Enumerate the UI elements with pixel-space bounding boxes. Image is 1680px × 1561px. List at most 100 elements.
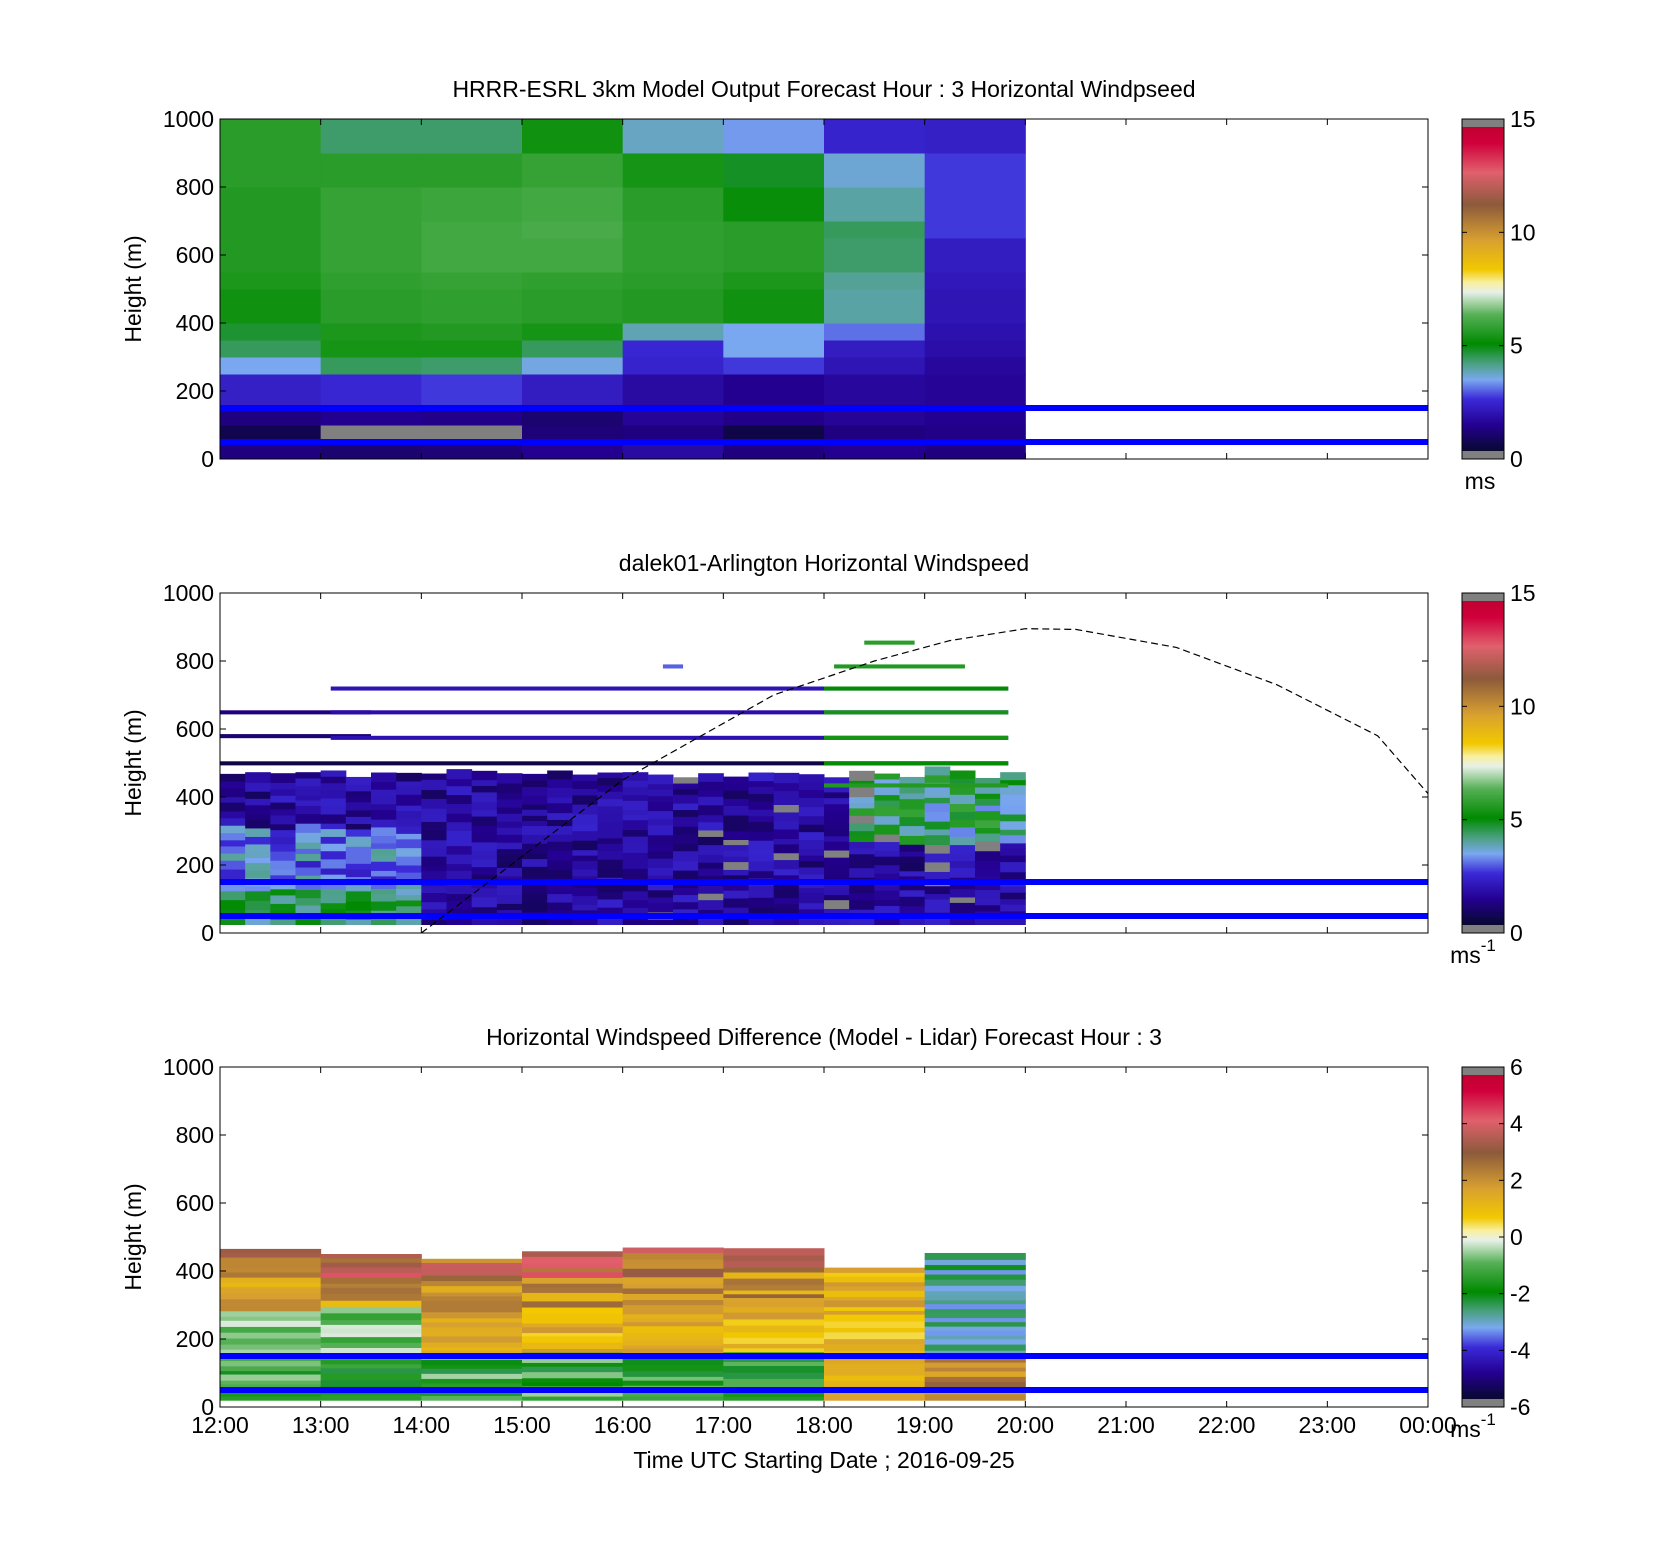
- heatmap-cell: [220, 187, 322, 222]
- heatmap-cell: [773, 852, 800, 861]
- heatmap-cell: [1000, 904, 1026, 912]
- heatmap-cell: [522, 323, 624, 341]
- heatmap-cell: [522, 852, 548, 860]
- heatmap-cell: [924, 1312, 1026, 1319]
- heatmap-cell: [270, 802, 296, 810]
- heatmap-cell: [949, 896, 976, 903]
- heatmap-cell: [849, 860, 875, 869]
- heatmap-cell: [622, 272, 724, 290]
- heatmap-cell: [849, 848, 875, 855]
- heatmap-cell: [295, 785, 322, 796]
- heatmap-cell: [320, 1277, 422, 1284]
- heatmap-cell: [824, 899, 850, 910]
- heatmap-cell: [421, 1285, 523, 1293]
- heatmap-cell: [622, 1259, 724, 1265]
- heatmap-cell: [547, 812, 573, 820]
- heatmap-cell: [522, 901, 548, 912]
- heatmap-cell: [547, 778, 573, 788]
- heatmap-cell: [824, 1343, 926, 1351]
- heatmap-cell: [874, 856, 900, 866]
- heatmap-cell: [849, 883, 875, 894]
- heatmap-cell: [673, 894, 699, 903]
- heatmap-cell: [396, 781, 422, 787]
- heatmap-cell: [220, 802, 246, 812]
- heatmap-cell: [220, 1332, 322, 1339]
- heatmap-cell: [748, 780, 775, 787]
- heatmap-cell: [647, 834, 674, 846]
- heatmap-cell: [622, 1395, 724, 1401]
- heatmap-cell: [748, 890, 775, 898]
- heatmap-cell: [647, 844, 674, 852]
- heatmap-cell: [622, 829, 649, 837]
- heatmap-cell: [824, 289, 926, 324]
- heatmap-cell: [597, 907, 624, 916]
- heatmap-cell: [522, 804, 548, 810]
- heatmap-cell: [723, 798, 749, 806]
- heatmap-cell: [1000, 834, 1026, 844]
- heatmap-cell: [1000, 898, 1026, 905]
- heatmap-cell: [673, 809, 699, 817]
- heatmap-cell: [371, 861, 397, 871]
- heatmap-cell: [522, 1317, 624, 1324]
- heatmap-cell: [220, 1380, 322, 1385]
- heatmap-cell: [522, 1283, 624, 1288]
- heatmap-cell: [496, 915, 523, 925]
- heatmap-cell: [446, 900, 473, 910]
- heatmap-cell: [824, 1306, 926, 1311]
- heatmap-cell: [345, 901, 372, 911]
- heatmap-cell: [547, 802, 573, 814]
- heatmap-cell: [320, 1394, 422, 1401]
- heatmap-streak: [834, 664, 965, 669]
- heatmap-cell: [245, 814, 271, 820]
- colorbar-unit-base: ms: [1450, 942, 1481, 968]
- heatmap-cell: [320, 323, 422, 341]
- heatmap-cell: [245, 772, 271, 783]
- y-tick-label: 800: [176, 174, 214, 200]
- heatmap-cell: [496, 894, 523, 904]
- heatmap-cell: [975, 889, 1001, 899]
- heatmap-cell: [295, 916, 322, 925]
- heatmap-cell: [975, 827, 1001, 834]
- heatmap-cell: [622, 1299, 724, 1306]
- heatmap-streak: [330, 710, 1009, 715]
- heatmap-cell: [924, 885, 951, 895]
- heatmap-cell: [723, 1255, 825, 1262]
- heatmap-cell: [421, 1342, 523, 1348]
- heatmap-cell: [824, 894, 850, 901]
- heatmap-cell: [220, 374, 322, 406]
- heatmap-cell: [220, 238, 322, 273]
- heatmap-cell: [597, 899, 624, 908]
- y-tick-label: 1000: [163, 106, 214, 132]
- heatmap-cell: [874, 824, 900, 835]
- heatmap-cell: [421, 856, 447, 867]
- heatmap-cell: [522, 1342, 624, 1350]
- heatmap-cell: [748, 793, 775, 802]
- heatmap-cell: [824, 1331, 926, 1340]
- heatmap-cell: [471, 866, 498, 875]
- heatmap-cell: [673, 816, 699, 827]
- heatmap-cell: [622, 1370, 724, 1377]
- heatmap-cell: [673, 803, 699, 811]
- colorbar-unit-base: ms: [1465, 468, 1496, 494]
- heatmap-cell: [572, 840, 598, 851]
- heatmap-cell: [522, 884, 548, 894]
- heatmap-cell: [522, 825, 548, 835]
- heatmap-cell: [320, 1272, 422, 1278]
- heatmap-cell: [723, 1278, 825, 1286]
- heatmap-cell: [622, 809, 649, 816]
- heatmap-cell: [295, 889, 322, 899]
- heatmap-cell: [824, 820, 850, 830]
- heatmap-cell: [522, 1371, 624, 1379]
- heatmap-cell: [572, 887, 598, 897]
- heatmap-cell: [924, 221, 1026, 239]
- heatmap-cell: [924, 861, 951, 872]
- y-tick-label: 200: [176, 378, 214, 404]
- heatmap-cell: [320, 357, 422, 375]
- heatmap-cell: [924, 844, 951, 854]
- heatmap-cell: [949, 770, 976, 779]
- panel-difference-y-label: Height (m): [120, 1183, 146, 1290]
- heatmap-cell: [396, 805, 422, 812]
- heatmap-cell: [924, 119, 1026, 154]
- heatmap-cell: [723, 815, 749, 822]
- panel-model-y-label: Height (m): [120, 235, 146, 342]
